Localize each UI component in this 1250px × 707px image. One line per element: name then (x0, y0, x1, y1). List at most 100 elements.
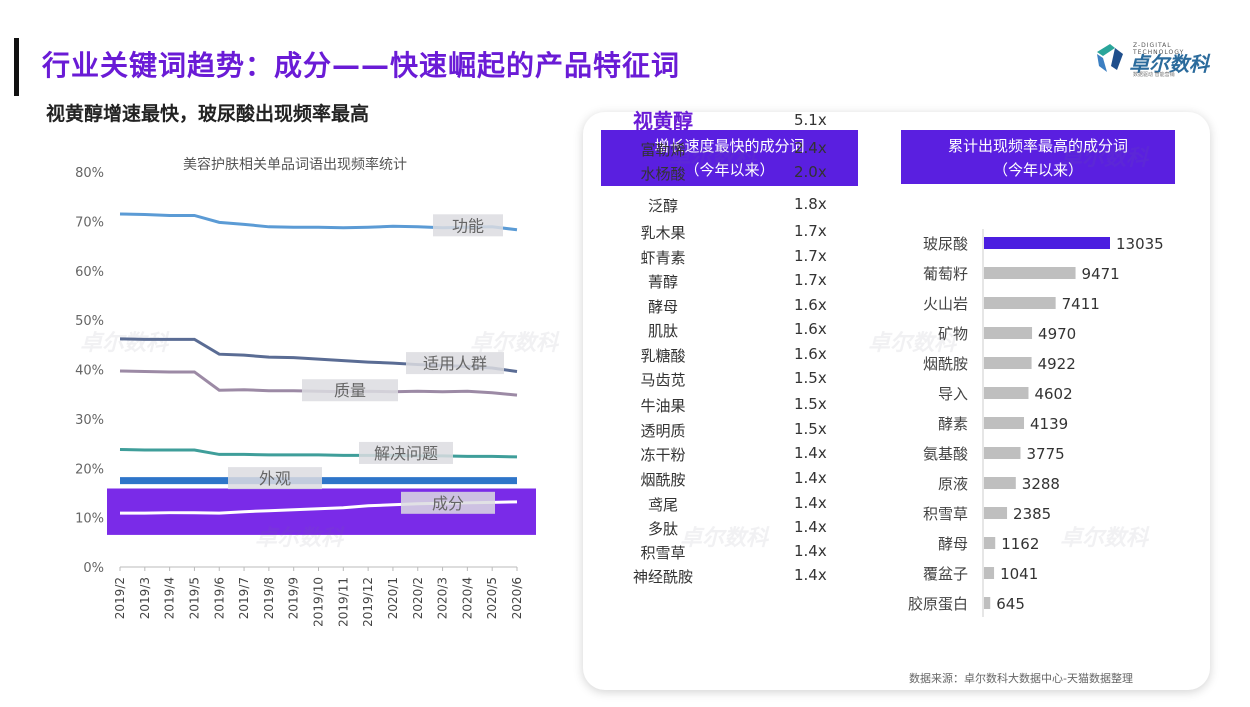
bar (984, 597, 991, 609)
frequency-bar-title: 累计出现频率最高的成分词 (947, 137, 1128, 155)
bar-value-label: 4602 (1034, 385, 1072, 403)
y-tick-label: 30% (75, 413, 104, 428)
x-tick-label: 2019/12 (361, 577, 375, 627)
growth-ingredient-name: 透明质 (640, 422, 686, 440)
bar-value-label: 7411 (1062, 295, 1100, 313)
growth-ingredient-value: 2.4x (794, 139, 827, 157)
growth-ingredient-value: 1.5x (794, 395, 827, 413)
bar (984, 237, 1110, 249)
growth-ingredient-value: 1.7x (794, 271, 827, 289)
growth-ingredient-value: 1.4x (794, 566, 827, 584)
bar (984, 537, 996, 549)
growth-ingredient-value: 1.6x (794, 296, 827, 314)
growth-ingredient-name: 积雪草 (640, 544, 686, 562)
bar-category-label: 玻尿酸 (923, 235, 968, 253)
growth-ingredient-value: 1.5x (794, 369, 827, 387)
x-tick-label: 2020/1 (386, 577, 400, 619)
growth-ingredient-name: 牛油果 (640, 397, 686, 415)
series-label: 质量 (334, 381, 366, 400)
y-tick-label: 70% (75, 215, 104, 230)
growth-ingredient-name: 视黄醇 (633, 109, 693, 133)
y-tick-label: 0% (83, 561, 104, 576)
x-tick-label: 2020/6 (510, 577, 524, 619)
growth-ingredient-name: 神经酰胺 (632, 568, 693, 586)
bar (984, 267, 1076, 279)
bar-category-label: 矿物 (938, 325, 968, 343)
growth-ingredient-name: 鸢尾 (647, 496, 678, 514)
bar-category-label: 覆盆子 (923, 565, 968, 583)
series-label: 适用人群 (423, 354, 487, 373)
x-tick-label: 2020/3 (436, 577, 450, 619)
x-tick-label: 2020/5 (485, 577, 499, 619)
growth-ingredient-value: 1.4x (794, 542, 827, 560)
growth-ingredient-value: 1.4x (794, 494, 827, 512)
bar-category-label: 导入 (938, 385, 968, 403)
frequency-bar-subtitle: （今年以来） (992, 161, 1083, 179)
page-title: 行业关键词趋势：成分——快速崛起的产品特征词 (42, 49, 681, 82)
line-chart-container: 美容护肤相关单品词语出现频率统计 0% 10% 20% 30% 40% 50% 60% 70% 8… (0, 140, 580, 703)
bar-category-label: 酵母 (938, 535, 968, 553)
bar-category-label: 火山岩 (923, 295, 968, 313)
bar-category-label: 胶原蛋白 (908, 595, 968, 613)
growth-ingredient-name: 乳糖酸 (640, 347, 686, 365)
growth-ingredient-value: 1.7x (794, 222, 827, 240)
bar-value-label: 4922 (1038, 355, 1076, 373)
growth-ingredient-value: 1.4x (794, 469, 827, 487)
growth-ingredient-name: 烟酰胺 (640, 471, 686, 489)
growth-ingredient-value: 1.6x (794, 320, 827, 338)
x-tick-label: 2019/2 (113, 577, 127, 619)
x-tick-label: 2019/4 (163, 577, 177, 619)
series-label: 成分 (432, 494, 464, 513)
x-tick-label: 2019/8 (262, 577, 276, 619)
x-tick-label: 2019/6 (212, 577, 226, 619)
bar (984, 297, 1056, 309)
bar-category-label: 原液 (938, 475, 968, 493)
bar-value-label: 1162 (1001, 535, 1039, 553)
bar (984, 567, 995, 579)
bar (984, 447, 1021, 459)
growth-ingredient-name: 虾青素 (640, 249, 686, 267)
x-tick-label: 2019/5 (187, 577, 201, 619)
bar-value-label: 3775 (1026, 445, 1064, 463)
bar-category-label: 积雪草 (923, 505, 968, 523)
y-tick-label: 80% (75, 166, 104, 181)
series-label: 外观 (259, 469, 291, 488)
growth-ingredient-value: 1.4x (794, 444, 827, 462)
growth-ingredient-name: 冻干粉 (640, 446, 686, 464)
growth-ingredient-value: 1.4x (794, 518, 827, 536)
title-accent-bar (14, 38, 19, 96)
series-label-box (433, 214, 503, 237)
growth-table-header: 增长速度最快的成分词 （今年以来） (601, 130, 858, 186)
bar (984, 477, 1016, 489)
bar-category-label: 酵素 (938, 415, 968, 433)
x-tick-label: 2019/3 (138, 577, 152, 619)
bar-category-label: 葡萄籽 (923, 265, 968, 283)
growth-table-title: 增长速度最快的成分词 (654, 137, 805, 155)
growth-ingredient-value: 5.1x (794, 111, 827, 129)
frequency-bar-header: 累计出现频率最高的成分词 （今年以来） (901, 130, 1175, 184)
company-logo: Z-DIGITAL TECHNOLOGY 卓尔数科 数据驱动 智能营销 (1093, 40, 1223, 80)
bar (984, 327, 1033, 339)
growth-ingredient-name: 多肽 (647, 520, 678, 538)
growth-ingredient-name: 酵母 (647, 298, 678, 316)
bar-value-label: 1041 (1000, 565, 1038, 583)
bar (984, 357, 1032, 369)
bar-value-label: 645 (996, 595, 1025, 613)
line-chart-title: 美容护肤相关单品词语出现频率统计 (183, 156, 407, 173)
series-label-box (406, 352, 504, 375)
logo-mark-icon (1097, 44, 1123, 72)
bar-value-label: 2385 (1013, 505, 1051, 523)
y-tick-label: 20% (75, 462, 104, 477)
bar-category-label: 氨基酸 (923, 445, 968, 463)
bar-value-label: 13035 (1116, 235, 1164, 253)
x-tick-label: 2019/9 (287, 577, 301, 619)
bar-value-label: 9471 (1082, 265, 1120, 283)
growth-table-subtitle: （今年以来） (684, 161, 775, 179)
y-tick-label: 50% (75, 314, 104, 329)
page-subtitle: 视黄醇增速最快，玻尿酸出现频率最高 (46, 103, 370, 125)
series-label: 功能 (452, 216, 484, 235)
y-tick-label: 10% (75, 512, 104, 527)
series-label: 解决问题 (374, 444, 438, 463)
growth-ingredient-name: 肌肽 (647, 322, 678, 340)
series-label-box (401, 491, 495, 514)
